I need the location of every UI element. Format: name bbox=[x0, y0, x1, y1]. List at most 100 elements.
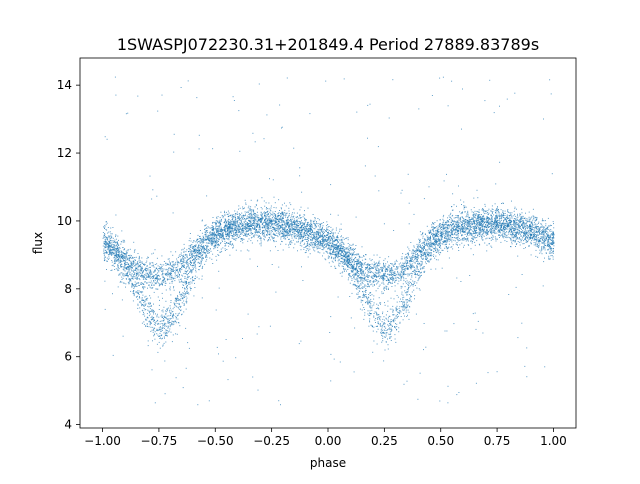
data-point bbox=[371, 275, 373, 277]
data-point bbox=[407, 304, 409, 306]
data-point bbox=[544, 249, 546, 251]
data-point bbox=[482, 332, 484, 334]
data-point bbox=[423, 349, 424, 351]
data-point bbox=[421, 248, 423, 250]
data-point bbox=[379, 272, 381, 274]
data-point bbox=[410, 261, 412, 262]
data-point bbox=[439, 239, 441, 241]
data-point bbox=[384, 330, 386, 331]
data-point bbox=[454, 237, 455, 239]
data-point bbox=[292, 212, 294, 214]
data-point bbox=[504, 218, 506, 220]
data-point bbox=[325, 230, 327, 232]
data-point bbox=[156, 288, 158, 290]
data-point bbox=[105, 251, 107, 253]
data-point bbox=[329, 242, 331, 244]
data-point bbox=[499, 229, 500, 231]
data-point bbox=[477, 217, 479, 219]
data-point bbox=[253, 223, 255, 225]
data-point bbox=[333, 253, 335, 255]
data-point bbox=[500, 227, 502, 229]
data-point bbox=[281, 213, 283, 214]
data-point bbox=[131, 286, 133, 288]
data-point bbox=[186, 257, 188, 259]
data-point bbox=[141, 257, 143, 259]
data-point bbox=[432, 242, 434, 244]
data-point bbox=[241, 238, 243, 240]
data-point bbox=[137, 269, 139, 271]
data-point bbox=[470, 240, 471, 242]
data-point bbox=[402, 301, 404, 303]
data-point bbox=[296, 231, 298, 232]
data-point bbox=[368, 325, 370, 327]
data-point bbox=[471, 221, 473, 223]
scatter-points bbox=[102, 76, 555, 406]
data-point bbox=[383, 259, 385, 261]
data-point bbox=[479, 216, 481, 217]
data-point bbox=[411, 276, 413, 278]
data-point bbox=[375, 308, 377, 309]
data-point bbox=[308, 237, 310, 239]
data-point bbox=[307, 242, 308, 244]
data-point bbox=[144, 276, 146, 278]
data-point bbox=[328, 262, 330, 264]
data-point bbox=[346, 263, 348, 265]
data-point bbox=[370, 298, 372, 300]
data-point bbox=[323, 252, 325, 254]
data-point bbox=[314, 231, 316, 233]
data-point bbox=[205, 234, 207, 235]
data-point bbox=[163, 319, 165, 321]
data-point bbox=[404, 258, 406, 260]
data-point bbox=[140, 283, 142, 285]
data-point bbox=[511, 226, 513, 228]
data-point bbox=[238, 213, 240, 215]
data-point bbox=[507, 231, 509, 233]
data-point bbox=[150, 280, 152, 282]
data-point bbox=[144, 274, 146, 276]
data-point bbox=[509, 219, 511, 221]
data-point bbox=[461, 238, 463, 240]
data-point bbox=[390, 320, 392, 322]
data-point bbox=[298, 227, 300, 229]
data-point bbox=[398, 280, 400, 282]
data-point bbox=[471, 218, 472, 220]
data-point bbox=[378, 318, 380, 320]
data-point bbox=[430, 268, 432, 270]
data-point bbox=[442, 76, 444, 78]
data-point bbox=[317, 231, 319, 233]
data-point bbox=[317, 243, 319, 245]
data-point bbox=[266, 230, 268, 232]
data-point bbox=[430, 236, 431, 238]
data-point bbox=[469, 229, 470, 231]
data-point bbox=[465, 227, 467, 229]
data-point bbox=[147, 305, 149, 307]
data-point bbox=[211, 227, 213, 229]
data-point bbox=[381, 330, 383, 332]
data-point bbox=[203, 245, 204, 247]
data-point bbox=[406, 380, 408, 382]
data-point bbox=[195, 241, 197, 243]
data-point bbox=[319, 232, 321, 234]
data-point bbox=[408, 318, 410, 320]
data-point bbox=[176, 267, 178, 268]
data-point bbox=[144, 263, 146, 265]
data-point bbox=[393, 318, 395, 320]
data-point bbox=[107, 239, 109, 241]
data-point bbox=[261, 215, 263, 217]
data-point bbox=[224, 245, 226, 247]
data-point bbox=[241, 217, 243, 219]
data-point bbox=[373, 264, 375, 266]
data-point bbox=[110, 270, 112, 271]
data-point bbox=[538, 239, 540, 241]
data-point bbox=[149, 313, 151, 315]
data-point bbox=[405, 307, 407, 309]
data-point bbox=[277, 219, 279, 220]
data-point bbox=[448, 257, 450, 259]
data-point bbox=[105, 245, 107, 247]
data-point bbox=[464, 238, 466, 240]
data-point bbox=[340, 242, 342, 244]
data-point bbox=[178, 281, 180, 283]
data-point bbox=[258, 228, 260, 230]
data-point bbox=[300, 231, 302, 233]
data-point bbox=[504, 226, 506, 228]
